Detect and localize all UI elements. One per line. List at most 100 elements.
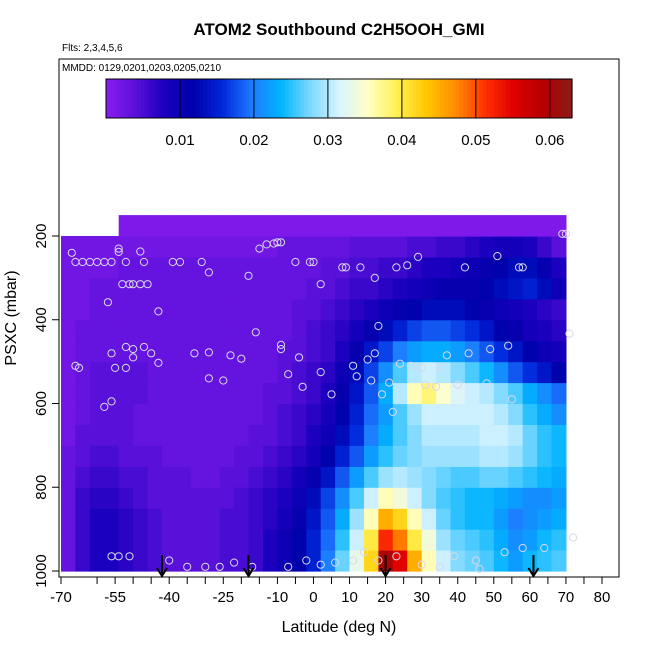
heatmap-cell bbox=[89, 256, 105, 279]
heatmap-cell bbox=[89, 487, 105, 509]
observation-point bbox=[251, 328, 260, 337]
heatmap-cell bbox=[263, 529, 278, 551]
heatmap-cell bbox=[349, 382, 365, 405]
heatmap-cell bbox=[291, 508, 307, 530]
heatmap-cell bbox=[291, 361, 307, 384]
chart-subtitle-dates: MMDD: 0129,0201,0203,0205,0210 bbox=[62, 63, 221, 74]
heatmap-cell bbox=[205, 298, 221, 321]
heatmap-cell bbox=[104, 319, 120, 342]
heatmap-cell bbox=[450, 466, 466, 488]
heatmap-cell bbox=[551, 298, 567, 321]
heatmap-cell bbox=[335, 466, 351, 488]
observation-point bbox=[569, 533, 578, 542]
heatmap-cell bbox=[75, 298, 91, 321]
heatmap-cell bbox=[162, 403, 177, 425]
colorbar-segment bbox=[358, 79, 363, 118]
heatmap-cell bbox=[205, 319, 221, 342]
colorbar-segment bbox=[183, 79, 189, 118]
heatmap-cell bbox=[248, 508, 264, 530]
colorbar-segment bbox=[300, 79, 305, 118]
observation-point bbox=[107, 349, 116, 358]
heatmap-cell bbox=[479, 403, 495, 425]
x-tick-label: 50 bbox=[485, 589, 502, 606]
observation-point bbox=[244, 271, 253, 280]
colorbar-segment bbox=[315, 79, 321, 118]
heatmap-cell bbox=[162, 550, 177, 572]
x-tick-label: 20 bbox=[377, 589, 394, 606]
heatmap-cell bbox=[320, 361, 336, 384]
heatmap-cell bbox=[147, 424, 163, 446]
colorbar-segment bbox=[401, 79, 406, 118]
observation-point bbox=[414, 252, 423, 261]
heatmap-cell bbox=[364, 508, 379, 530]
heatmap-cell bbox=[407, 340, 423, 363]
colorbar-segment bbox=[140, 79, 146, 118]
heatmap-cell bbox=[378, 466, 394, 488]
colorbar-segment bbox=[540, 79, 546, 118]
heatmap-cell bbox=[190, 340, 206, 363]
observation-point bbox=[370, 349, 379, 358]
flight-arrow-marker bbox=[379, 555, 392, 578]
heatmap-cell bbox=[421, 445, 437, 467]
heatmap-cell bbox=[190, 550, 206, 572]
heatmap-cell bbox=[392, 529, 408, 551]
heatmap-cell bbox=[335, 382, 351, 405]
observation-point bbox=[518, 543, 527, 553]
heatmap-cell bbox=[147, 256, 163, 279]
heatmap-cell bbox=[364, 215, 379, 237]
heatmap-cell bbox=[89, 361, 105, 384]
observation-point bbox=[540, 543, 549, 553]
heatmap-cell bbox=[522, 529, 538, 551]
heatmap-cell bbox=[392, 424, 408, 446]
heatmap-cell bbox=[335, 550, 351, 572]
heatmap-cell bbox=[104, 466, 120, 488]
heatmap-cell bbox=[234, 508, 250, 530]
observation-point bbox=[305, 257, 314, 267]
colorbar-segment bbox=[455, 79, 460, 118]
heatmap-cell bbox=[349, 466, 365, 488]
colorbar-segment bbox=[420, 79, 426, 118]
heatmap-cell bbox=[205, 236, 221, 258]
flight-markers bbox=[156, 555, 540, 578]
observation-point bbox=[561, 229, 571, 238]
heatmap-cell bbox=[450, 403, 466, 425]
heatmap-cell bbox=[349, 236, 365, 258]
heatmap-cell bbox=[493, 382, 509, 405]
heatmap-cell bbox=[205, 487, 221, 509]
observation-point bbox=[276, 238, 286, 247]
heatmap-cell bbox=[450, 445, 466, 467]
heatmap-cell bbox=[508, 403, 524, 425]
heatmap-cell bbox=[551, 319, 567, 342]
observation-point bbox=[406, 361, 415, 370]
observation-point bbox=[507, 395, 516, 404]
heatmap-cell bbox=[537, 508, 553, 530]
colorbar-segment bbox=[319, 79, 325, 118]
heatmap-cell bbox=[176, 529, 192, 551]
heatmap-cell bbox=[291, 445, 307, 467]
observation-point bbox=[197, 257, 206, 267]
heatmap-cell bbox=[277, 403, 293, 425]
heatmap-cell bbox=[450, 508, 466, 530]
heatmap-cell bbox=[219, 508, 235, 530]
colorbar-segment bbox=[389, 79, 394, 118]
heatmap-cell bbox=[537, 445, 553, 467]
colorbar-segment bbox=[172, 79, 177, 118]
heatmap-cell bbox=[205, 466, 221, 488]
colorbar-segment bbox=[296, 79, 301, 118]
colorbar-segment bbox=[548, 79, 554, 118]
heatmap-cell bbox=[277, 550, 293, 572]
heatmap-cell bbox=[335, 424, 351, 446]
colorbar-segment bbox=[556, 79, 561, 118]
heatmap-cell bbox=[162, 508, 177, 530]
heatmap-cell bbox=[219, 529, 235, 551]
heatmap-cell bbox=[133, 445, 149, 467]
heatmap-cell bbox=[436, 319, 452, 342]
heatmap-cell bbox=[234, 277, 250, 300]
heatmap-cell bbox=[147, 236, 163, 258]
heatmap-cell bbox=[320, 319, 336, 342]
colorbar-frame bbox=[105, 78, 573, 119]
heatmap-cell bbox=[133, 508, 149, 530]
heatmap-cell bbox=[436, 361, 452, 384]
heatmap-cell bbox=[263, 256, 278, 279]
